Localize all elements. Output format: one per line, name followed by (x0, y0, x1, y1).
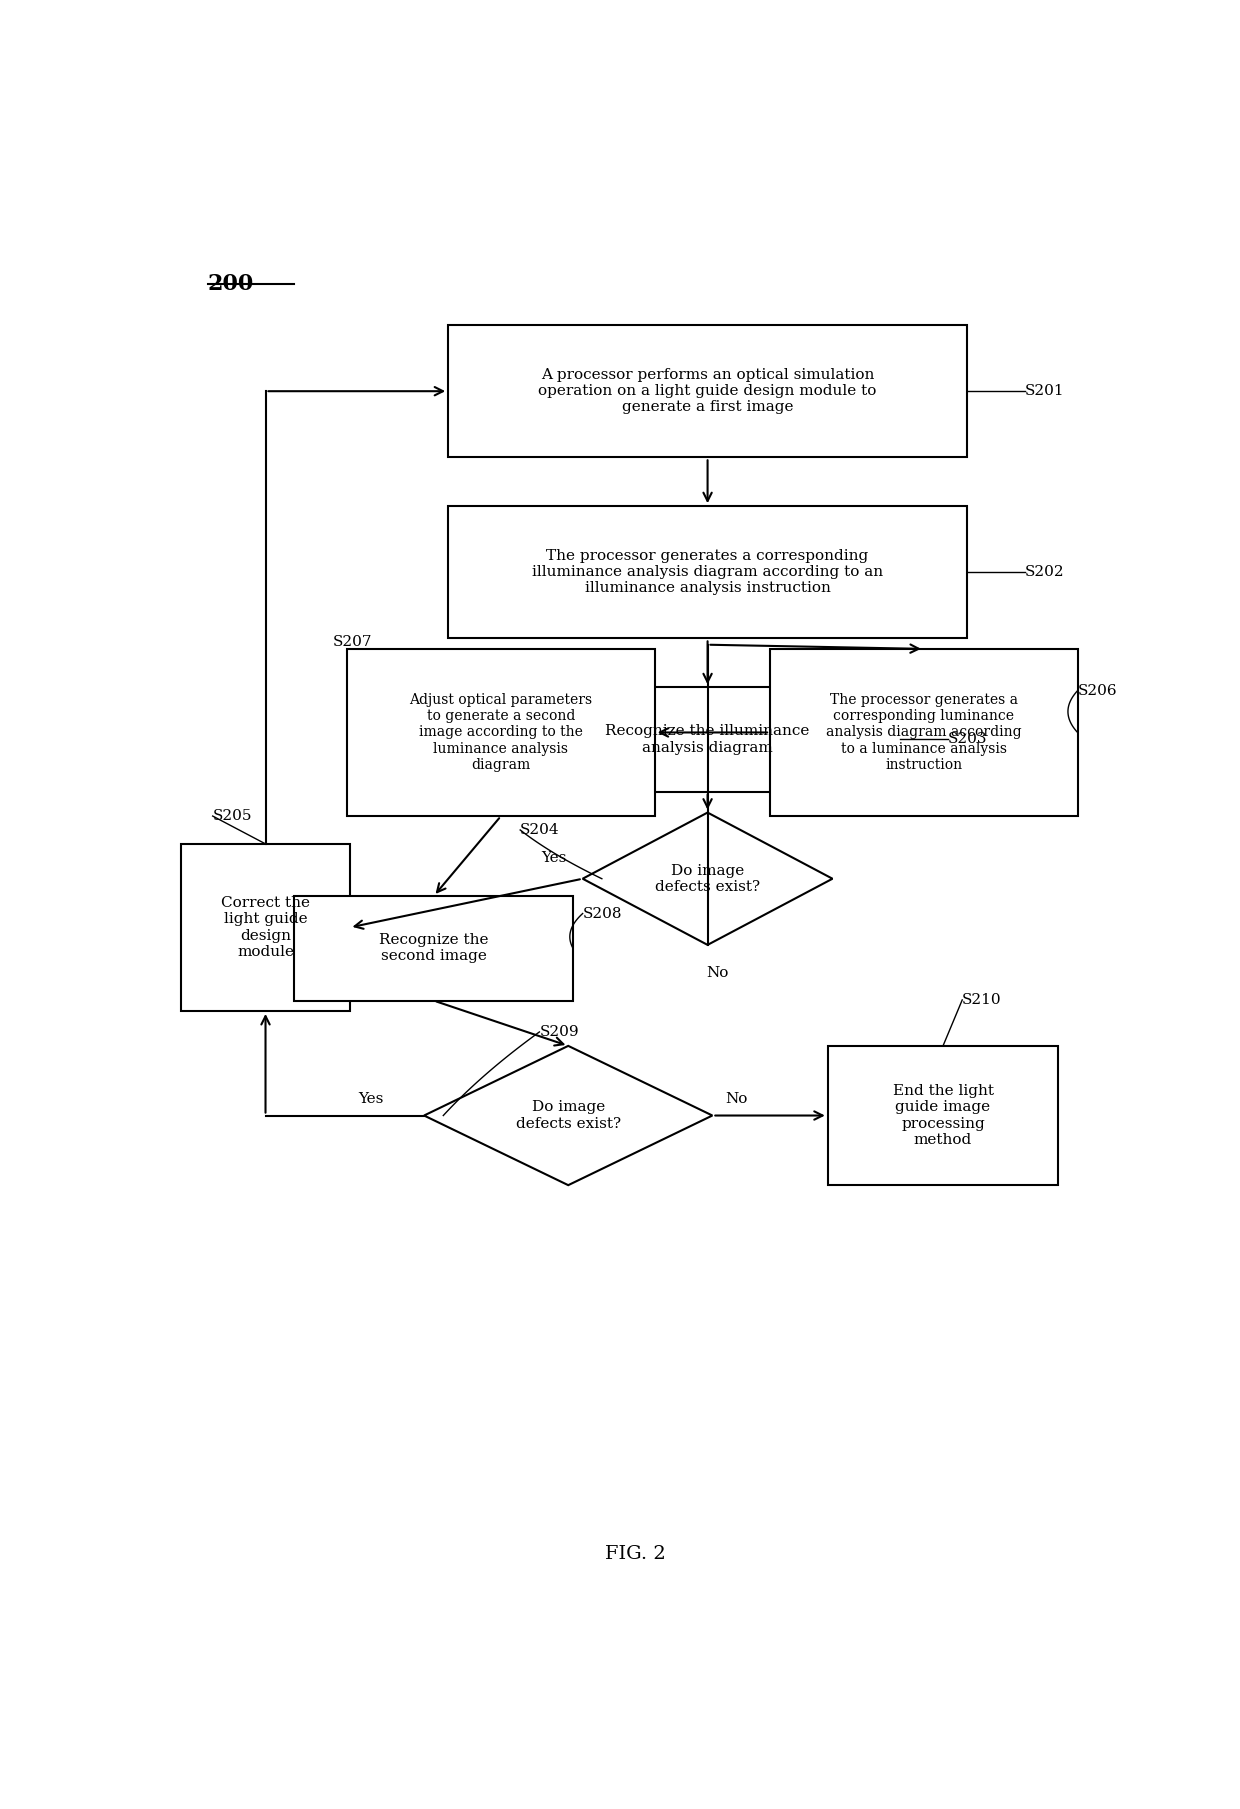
Text: Correct the
light guide
design
module: Correct the light guide design module (221, 895, 310, 959)
Text: No: No (725, 1093, 748, 1105)
Text: The processor generates a corresponding
illuminance analysis diagram according t: The processor generates a corresponding … (532, 550, 883, 595)
Text: S202: S202 (1024, 564, 1064, 579)
Text: S209: S209 (539, 1026, 579, 1038)
FancyBboxPatch shape (448, 507, 967, 639)
Text: S208: S208 (583, 906, 622, 921)
Text: 200: 200 (208, 273, 254, 295)
Text: A processor performs an optical simulation
operation on a light guide design mod: A processor performs an optical simulati… (538, 367, 877, 414)
Text: S210: S210 (962, 993, 1002, 1008)
Text: Recognize the
second image: Recognize the second image (379, 933, 489, 964)
Text: Do image
defects exist?: Do image defects exist? (655, 863, 760, 894)
FancyBboxPatch shape (516, 687, 900, 792)
Text: The processor generates a
corresponding luminance
analysis diagram according
to : The processor generates a corresponding … (826, 693, 1022, 772)
Text: Yes: Yes (541, 850, 567, 865)
Text: S203: S203 (947, 733, 987, 747)
Text: Adjust optical parameters
to generate a second
image according to the
luminance : Adjust optical parameters to generate a … (409, 693, 593, 772)
FancyBboxPatch shape (294, 895, 573, 1000)
Text: End the light
guide image
processing
method: End the light guide image processing met… (893, 1084, 993, 1147)
FancyBboxPatch shape (181, 843, 350, 1011)
Polygon shape (583, 812, 832, 944)
FancyBboxPatch shape (347, 649, 655, 816)
Text: Yes: Yes (358, 1093, 384, 1105)
Text: S205: S205 (213, 809, 252, 823)
FancyBboxPatch shape (770, 649, 1078, 816)
Text: Recognize the illuminance
analysis diagram: Recognize the illuminance analysis diagr… (605, 724, 810, 754)
Text: S206: S206 (1078, 684, 1117, 698)
Text: FIG. 2: FIG. 2 (605, 1545, 666, 1563)
Text: No: No (706, 966, 728, 980)
Polygon shape (424, 1046, 712, 1185)
FancyBboxPatch shape (828, 1046, 1058, 1185)
Text: S201: S201 (1024, 384, 1064, 398)
FancyBboxPatch shape (448, 326, 967, 458)
Text: S207: S207 (332, 635, 372, 649)
Text: S204: S204 (521, 823, 559, 838)
Text: Do image
defects exist?: Do image defects exist? (516, 1100, 621, 1131)
